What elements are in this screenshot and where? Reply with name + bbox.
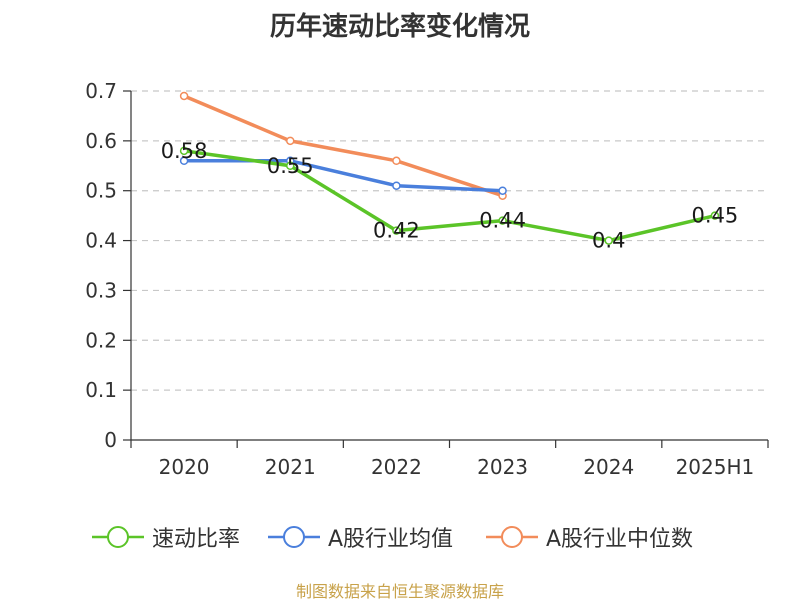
x-tick-label: 2021 xyxy=(265,455,316,479)
data-label: 0.4 xyxy=(592,229,625,253)
y-tick-label: 0 xyxy=(104,428,117,452)
grid-layer xyxy=(131,90,768,391)
legend-marker-icon xyxy=(268,526,320,548)
data-point xyxy=(392,226,401,235)
x-tick-label: 2020 xyxy=(159,455,210,479)
data-point xyxy=(179,91,189,101)
legend-item-quick-ratio[interactable]: 速动比率 xyxy=(92,520,240,554)
legend-label: 速动比率 xyxy=(152,527,241,552)
data-point xyxy=(604,236,613,245)
x-tick-label: 2025H1 xyxy=(676,455,755,479)
series-line xyxy=(183,149,716,243)
data-point xyxy=(710,211,720,220)
y-tick-label: 0.1 xyxy=(85,378,117,402)
data-point xyxy=(179,146,189,156)
series-line xyxy=(184,159,503,193)
legend-label: A股行业中位数 xyxy=(546,527,694,552)
x-tick-label: 2024 xyxy=(583,455,634,479)
data-label: 0.58 xyxy=(161,139,208,163)
data-point xyxy=(498,186,507,195)
legend-marker-icon xyxy=(486,526,538,548)
series-line xyxy=(183,94,504,198)
legend-label: A股行业均值 xyxy=(328,527,454,552)
data-point xyxy=(392,156,401,166)
x-tick-label: 2023 xyxy=(477,455,528,479)
y-tick-label: 0.4 xyxy=(85,229,117,253)
legend-item-industry-mean[interactable]: A股行业均值 xyxy=(268,520,453,554)
y-tick-label: 0.3 xyxy=(85,278,117,302)
source-note: 制图数据来自恒生聚源数据库 xyxy=(295,582,504,601)
data-point xyxy=(286,161,295,171)
legend-marker-icon xyxy=(92,526,144,548)
data-point xyxy=(498,216,507,225)
data-point xyxy=(286,136,295,146)
y-tick-label: 0.7 xyxy=(85,79,117,103)
legend-item-industry-median[interactable]: A股行业中位数 xyxy=(486,520,693,554)
y-tick-label: 0.2 xyxy=(85,328,117,352)
axis-layer: 0 0.1 0.2 0.3 0.4 0.5 0.6 0.7 2020 2021 2022 2023 20… xyxy=(85,79,769,479)
series-layer xyxy=(179,91,720,245)
data-label-layer: 0.58 0.55 0.42 0.44 0.4 0.45 xyxy=(161,139,739,253)
legend: 速动比率 A股行业均值 A股行业中位数 xyxy=(0,520,800,554)
chart-title: 历年速动比率变化情况 xyxy=(269,12,530,42)
data-point xyxy=(179,156,189,166)
y-tick-label: 0.5 xyxy=(85,179,117,203)
data-label: 0.45 xyxy=(692,204,739,228)
data-label: 0.44 xyxy=(479,209,526,233)
x-tick-label: 2022 xyxy=(371,455,422,479)
data-point xyxy=(392,181,401,190)
data-label: 0.42 xyxy=(373,219,420,243)
data-label: 0.55 xyxy=(267,154,314,178)
y-tick-label: 0.6 xyxy=(85,129,117,153)
